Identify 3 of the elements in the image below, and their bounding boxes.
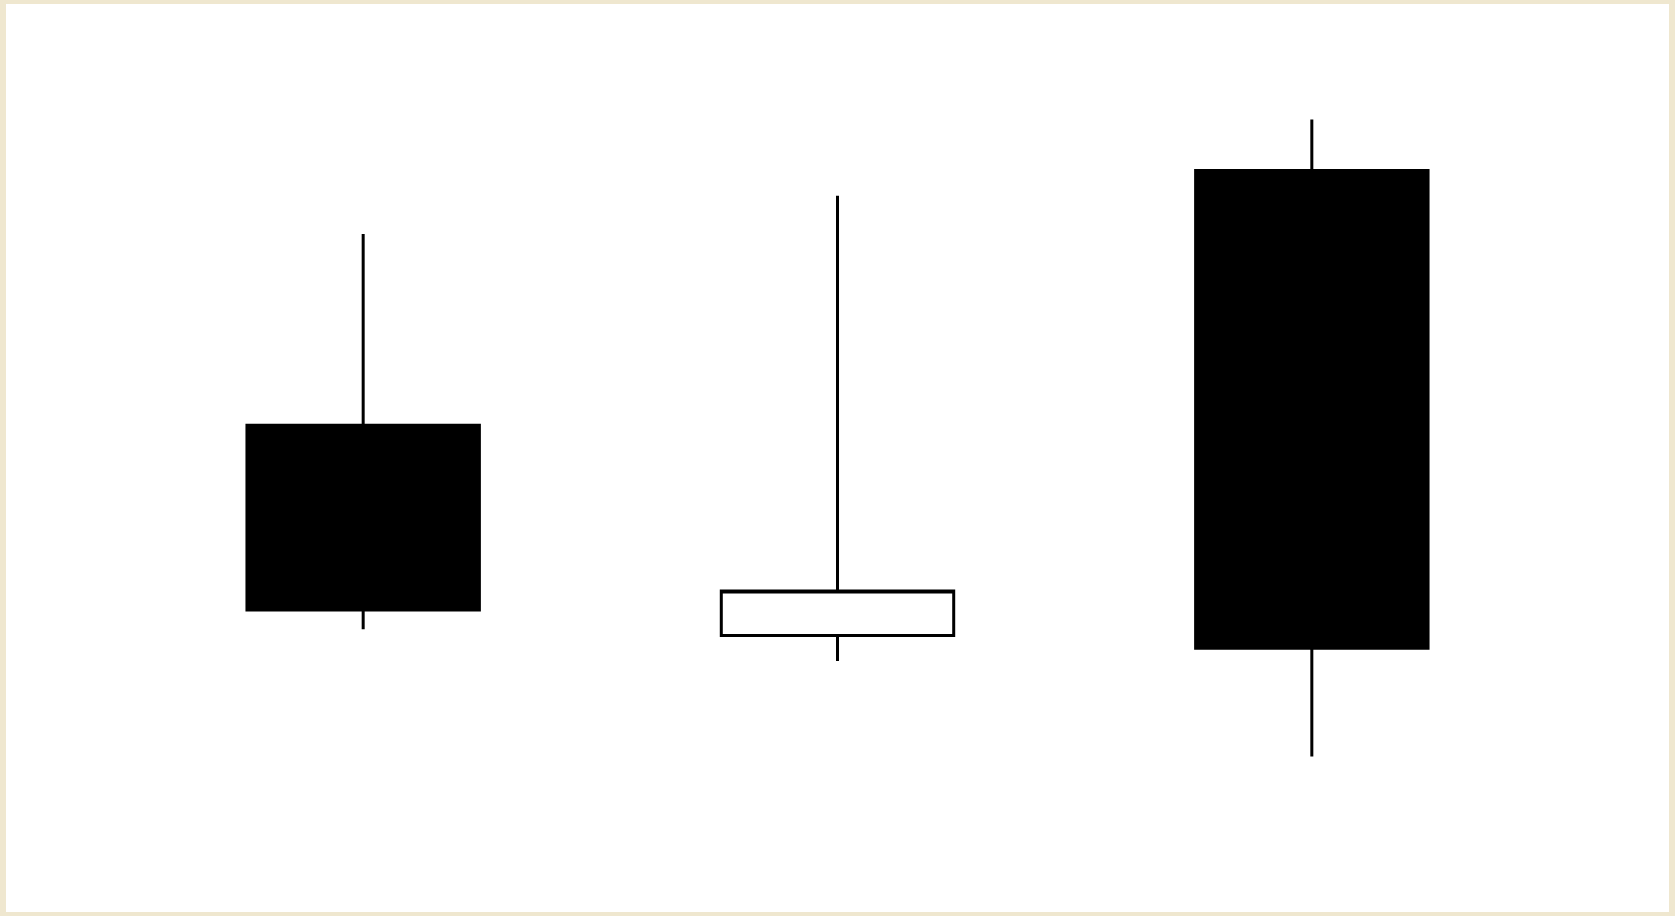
candlestick xyxy=(1194,119,1430,757)
candlestick xyxy=(245,234,481,630)
candlestick xyxy=(719,195,956,662)
